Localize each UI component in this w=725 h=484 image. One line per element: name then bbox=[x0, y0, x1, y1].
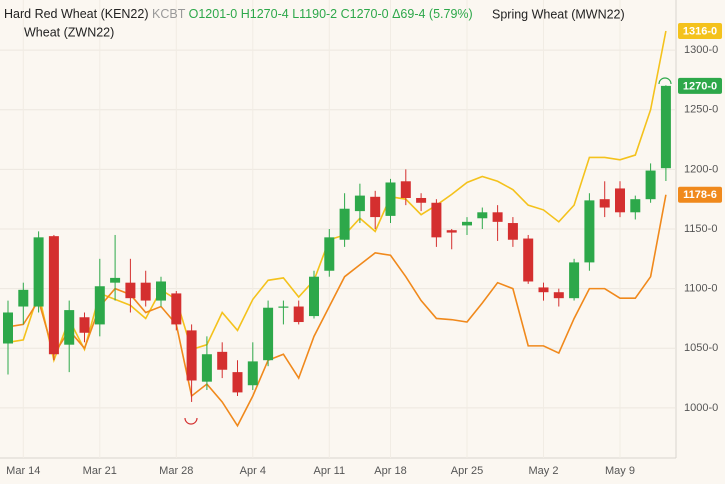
candle-body bbox=[309, 276, 319, 317]
x-tick-label: Mar 14 bbox=[6, 465, 40, 477]
candle-body bbox=[171, 293, 182, 325]
legend-title: Hard Red Wheat (KEN22) KCBT O1201-0 H127… bbox=[4, 7, 473, 21]
price-tag-label: 1178-6 bbox=[683, 189, 717, 201]
y-tick-label: 1150-0 bbox=[684, 223, 717, 235]
ohlc-change: Δ69-4 (5.79%) bbox=[392, 7, 473, 21]
price-tag bbox=[678, 77, 722, 94]
candle-body bbox=[477, 212, 488, 219]
y-tick-label: 1250-0 bbox=[684, 104, 718, 116]
line-layer bbox=[7, 30, 667, 428]
candle-body bbox=[630, 199, 641, 213]
y-tick-label: 1000-0 bbox=[684, 402, 718, 414]
candle-body bbox=[33, 237, 44, 307]
y-tick-label: 1200-0 bbox=[684, 163, 718, 175]
candle-body bbox=[584, 200, 595, 263]
candle-body bbox=[538, 287, 549, 293]
y-tick-label: 1050-0 bbox=[684, 342, 718, 354]
ohlc-close: C1270-0 bbox=[341, 7, 389, 21]
x-tick-label: Apr 4 bbox=[240, 465, 266, 477]
price-line bbox=[7, 194, 667, 428]
exchange: KCBT bbox=[152, 7, 186, 21]
candle-body bbox=[492, 212, 503, 222]
candle-body bbox=[660, 85, 671, 169]
candle-body bbox=[462, 221, 472, 226]
candle-body bbox=[507, 223, 518, 240]
price-tag bbox=[678, 186, 722, 203]
x-tick-label: Apr 25 bbox=[451, 465, 483, 477]
x-tick-label: Apr 18 bbox=[374, 465, 406, 477]
price-line bbox=[7, 30, 667, 363]
price-tag bbox=[678, 23, 722, 40]
candle-body bbox=[186, 330, 197, 381]
ohlc-high: H1270-4 bbox=[241, 7, 289, 21]
candle-body bbox=[569, 262, 580, 299]
candle-body bbox=[18, 289, 29, 307]
legend-entry: Spring Wheat (MWN22) bbox=[492, 7, 625, 21]
candle-body bbox=[385, 182, 396, 216]
high-marker bbox=[658, 77, 672, 85]
y-tick-label: 1100-0 bbox=[684, 283, 717, 295]
candle-body bbox=[400, 181, 411, 198]
candle-body bbox=[324, 237, 335, 271]
candle-body bbox=[599, 199, 610, 208]
candle-body bbox=[217, 351, 228, 370]
candle-body bbox=[446, 230, 457, 233]
price-tag-label: 1270-0 bbox=[683, 80, 717, 92]
candle-body bbox=[140, 282, 151, 301]
x-tick-label: Apr 11 bbox=[314, 465, 346, 477]
y-tick-label: 1300-0 bbox=[684, 44, 718, 56]
candle-body bbox=[247, 361, 258, 386]
candle-body bbox=[339, 208, 350, 240]
instrument: Hard Red Wheat (KEN22) bbox=[4, 7, 149, 21]
price-tag-label: 1316-0 bbox=[683, 25, 717, 37]
legend-entry: Wheat (ZWN22) bbox=[24, 25, 114, 39]
x-tick-label: Mar 28 bbox=[159, 465, 193, 477]
candle-body bbox=[370, 196, 381, 218]
candle-body bbox=[553, 292, 564, 299]
candle-body bbox=[125, 282, 136, 299]
candle-body bbox=[645, 170, 656, 200]
low-marker bbox=[184, 417, 198, 425]
candle-body bbox=[354, 195, 365, 212]
ohlc-open: O1201-0 bbox=[189, 7, 238, 21]
candle-body bbox=[156, 281, 166, 301]
candle-body bbox=[416, 197, 427, 203]
candle-body bbox=[79, 317, 90, 333]
candle-body bbox=[64, 310, 75, 345]
candle-body bbox=[201, 354, 212, 382]
candle-body bbox=[278, 306, 289, 308]
x-tick-label: Mar 21 bbox=[83, 465, 117, 477]
candle-body bbox=[3, 312, 13, 344]
candle-body bbox=[94, 286, 105, 325]
candle-layer bbox=[3, 85, 671, 402]
candle-body bbox=[263, 307, 274, 361]
candle-body bbox=[615, 188, 625, 213]
candle-body bbox=[523, 238, 534, 282]
candle-body bbox=[110, 277, 121, 283]
candle-body bbox=[48, 236, 59, 355]
candle-body bbox=[232, 372, 243, 393]
x-tick-label: May 2 bbox=[529, 465, 559, 477]
ohlc-low: L1190-2 bbox=[292, 7, 337, 21]
candle-body bbox=[293, 306, 304, 323]
x-tick-label: May 9 bbox=[605, 465, 635, 477]
candle-body bbox=[431, 202, 442, 238]
